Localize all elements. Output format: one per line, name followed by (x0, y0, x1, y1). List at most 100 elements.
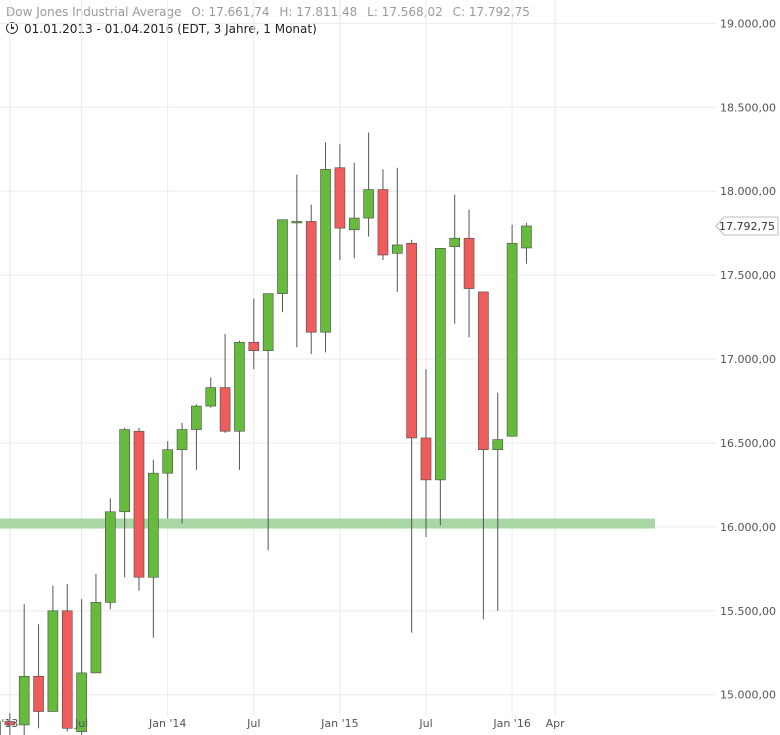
x-tick-label: Apr (546, 717, 566, 730)
current-price-marker-layer: 17.792,75 (715, 216, 779, 236)
candle (363, 132, 374, 237)
date-range: 01.01.2013 - 01.04.2016 (EDT, 3 Jahre, 1… (24, 22, 317, 36)
candle-body-down (305, 221, 317, 333)
low-value: L: 17.568,02 (367, 5, 443, 19)
candle (234, 340, 245, 470)
y-tick-label: 18.000,00 (720, 185, 776, 198)
close-value: C: 17.792,75 (452, 5, 530, 19)
x-tick-label: Jan '15 (320, 717, 358, 730)
candle-body-down (377, 189, 389, 256)
candle (449, 194, 461, 324)
candle (291, 174, 303, 348)
candle-body-down (406, 242, 417, 439)
candle-body-down (463, 237, 475, 289)
clock-icon (6, 22, 18, 34)
candle (262, 293, 274, 551)
candle (478, 291, 489, 620)
candle-body-up (76, 672, 87, 732)
x-tick-label: Jan '16 (492, 717, 530, 730)
candle (348, 162, 360, 259)
candle-body-up (320, 169, 331, 333)
candle (334, 144, 346, 261)
candle (420, 369, 432, 537)
candle (391, 167, 403, 292)
candle-body-up (391, 244, 403, 254)
candle-body-up (363, 189, 374, 219)
support-band-layer (0, 518, 655, 529)
candle-body-up (435, 247, 446, 481)
candle-body-down (334, 167, 346, 229)
candle (320, 142, 331, 353)
candle (4, 713, 16, 735)
open-value: O: 17.661,74 (191, 5, 270, 19)
candle-body-down (478, 291, 489, 450)
candle-body-up (176, 429, 188, 450)
candle (162, 441, 173, 519)
candle (148, 459, 159, 638)
candle (18, 604, 30, 735)
candle (305, 204, 317, 355)
y-tick-label: 18.500,00 (720, 101, 776, 114)
candle (133, 427, 145, 591)
grid (0, 0, 716, 716)
candle-body-up (0, 721, 1, 735)
candle-body-up (277, 219, 288, 294)
candle-body-up (90, 602, 102, 674)
candles (0, 132, 532, 735)
candle-body-down (61, 610, 73, 729)
candle (47, 585, 59, 712)
candle-body-down (248, 341, 260, 351)
y-tick-label: 17.500,00 (720, 269, 776, 282)
candle (76, 599, 87, 735)
candle (90, 573, 102, 674)
candle (435, 247, 446, 526)
candle-body-up (191, 405, 202, 430)
candle-body-down (4, 721, 16, 726)
support-band (0, 518, 655, 529)
candle-body-up (234, 341, 245, 432)
x-axis: '13 Jul Jan '14 Jul Jan '15 Jul Jan '16 Apr (1, 717, 565, 730)
y-tick-label: 16.500,00 (720, 437, 776, 450)
candle (61, 583, 73, 732)
y-tick-label: 15.500,00 (720, 605, 776, 618)
chart-header-range: 01.01.2013 - 01.04.2016 (EDT, 3 Jahre, 1… (6, 22, 317, 36)
candle-body-up (492, 439, 504, 450)
candle (406, 239, 417, 633)
candle (506, 224, 518, 437)
x-tick-label: Jan '14 (148, 717, 186, 730)
candle-body-down (33, 675, 44, 712)
current-price-marker (715, 216, 779, 236)
y-tick-label: 17.000,00 (720, 353, 776, 366)
candle (33, 624, 44, 729)
y-tick-label: 16.000,00 (720, 521, 776, 534)
candle-body-down (133, 430, 145, 578)
candle-body-up (105, 511, 116, 603)
x-tick-label: Jul (246, 717, 260, 730)
candle (176, 422, 188, 524)
candle (463, 209, 475, 338)
candle (277, 219, 288, 313)
candle-body-up (291, 221, 303, 224)
candle (521, 222, 532, 264)
candle-body-up (47, 610, 59, 712)
candle-body-up (348, 217, 360, 231)
chart-header-title: Dow Jones Industrial Average O: 17.661,7… (6, 5, 536, 19)
candle (248, 298, 260, 370)
candle (205, 377, 217, 408)
candle (0, 721, 1, 735)
candle-body-up (521, 225, 532, 249)
x-tick-label: Jul (418, 717, 432, 730)
candle (219, 333, 231, 433)
candle-body-up (148, 472, 159, 578)
x-tick-label: Jul (74, 717, 88, 730)
high-value: H: 17.811,48 (279, 5, 358, 19)
candle (191, 404, 202, 470)
y-axis: 15.000,00 15.500,00 16.000,00 16.500,00 17.0… (720, 17, 776, 701)
candle-body-up (162, 449, 173, 474)
current-price-label: 17.792,75 (719, 220, 775, 233)
candle (377, 169, 389, 261)
instrument-name: Dow Jones Industrial Average (6, 5, 182, 19)
candle-body-up (449, 237, 461, 247)
candle-body-up (205, 387, 217, 407)
